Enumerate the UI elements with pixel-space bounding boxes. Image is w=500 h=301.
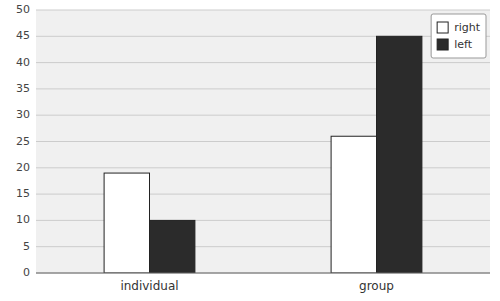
legend: right left: [431, 14, 486, 58]
bar: [331, 136, 376, 273]
legend-label: left: [454, 38, 473, 51]
y-tick-label: 15: [16, 187, 30, 200]
bar: [377, 36, 422, 273]
y-axis: 0 5 10 15 20 25 30 35 40 45 50: [16, 3, 30, 279]
y-tick-label: 45: [16, 29, 30, 42]
legend-swatch: [437, 39, 448, 50]
grid: [36, 10, 490, 273]
legend-box: [431, 14, 486, 58]
chart: 0 5 10 15 20 25 30 35 40 45 50 individual group right…: [0, 0, 500, 301]
y-tick-label: 25: [16, 135, 30, 148]
x-tick-label: group: [359, 279, 394, 293]
bar: [104, 173, 149, 273]
x-axis-line: [36, 273, 490, 274]
x-tick-label: individual: [120, 279, 178, 293]
y-tick-label: 50: [16, 3, 30, 16]
bar: [150, 220, 195, 273]
legend-swatch: [437, 22, 448, 33]
y-tick-label: 30: [16, 108, 30, 121]
bars: [104, 36, 422, 273]
y-tick-label: 0: [23, 266, 30, 279]
y-tick-label: 40: [16, 56, 30, 69]
plot-background: [36, 10, 490, 273]
legend-label: right: [454, 21, 481, 34]
chart-container: 0 5 10 15 20 25 30 35 40 45 50 individual group right…: [0, 0, 500, 301]
grid-line: [36, 10, 490, 11]
y-tick-label: 10: [16, 213, 30, 226]
y-tick-label: 35: [16, 82, 30, 95]
x-axis: individual group: [36, 273, 490, 293]
y-tick-label: 5: [23, 240, 30, 253]
grid-line: [36, 273, 490, 274]
y-tick-label: 20: [16, 161, 30, 174]
